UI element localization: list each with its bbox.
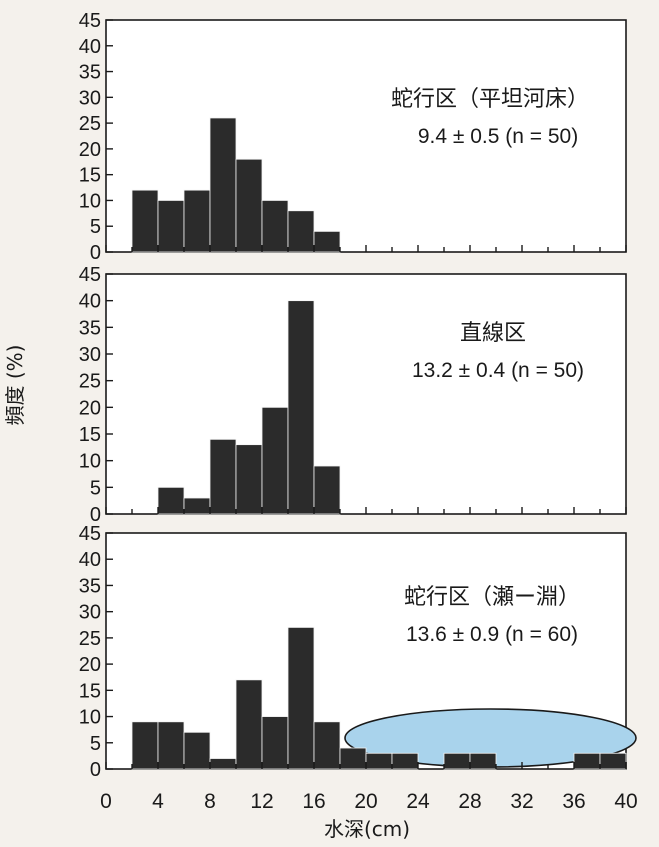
y-tick-label: 35	[79, 575, 101, 597]
bar	[209, 758, 237, 770]
bar	[131, 721, 159, 770]
y-tick-label: 25	[79, 628, 101, 650]
bar	[235, 444, 263, 515]
y-tick-label: 35	[79, 317, 101, 339]
x-tick-label: 12	[250, 790, 273, 813]
y-tick-label: 30	[79, 344, 101, 366]
panel-stat: 9.4 ± 0.5 (n = 50)	[418, 125, 578, 148]
y-tick-label: 20	[79, 397, 101, 419]
bar	[287, 210, 315, 253]
x-tick-label: 16	[302, 790, 325, 813]
panel-title: 蛇行区（平坦河床）	[391, 87, 589, 112]
x-tick-label: 24	[406, 790, 430, 813]
y-tick-label: 0	[90, 242, 101, 264]
y-tick-label: 15	[79, 680, 101, 702]
bar	[443, 752, 471, 770]
y-tick-label: 45	[79, 10, 101, 32]
y-tick-label: 45	[79, 523, 101, 545]
bar	[209, 117, 237, 253]
y-tick-label: 5	[90, 733, 101, 755]
y-tick-label: 0	[90, 759, 101, 781]
bar	[313, 721, 341, 770]
y-tick-label: 40	[79, 36, 101, 58]
histogram-panels: 0 5 10 15 20 25 30 35 40 45 蛇行区（平坦河床） 9.4 ± 0.5 (n …	[79, 10, 637, 781]
x-tick-label: 28	[458, 790, 481, 813]
bar	[599, 752, 627, 770]
bar	[261, 200, 289, 253]
bar	[261, 716, 289, 770]
bar	[313, 230, 341, 253]
y-tick-label: 10	[79, 451, 101, 473]
bar	[183, 497, 211, 515]
bar	[157, 486, 185, 515]
bar	[183, 731, 211, 770]
y-tick-label: 5	[90, 477, 101, 499]
bar	[183, 189, 211, 253]
y-tick-label: 15	[79, 165, 101, 187]
y-tick-label: 10	[79, 190, 101, 212]
bar	[261, 406, 289, 515]
bar	[365, 752, 393, 770]
bar	[469, 752, 497, 770]
bar	[157, 721, 185, 770]
y-tick-label: 15	[79, 424, 101, 446]
y-tick-label: 25	[79, 113, 101, 135]
panel-1: 0 5 10 15 20 25 30 35 40 45 蛇行区（平坦河床） 9.4 ± 0.5 (n …	[79, 10, 627, 264]
y-tick-label: 40	[79, 549, 101, 571]
y-tick-label: 35	[79, 62, 101, 84]
bar	[235, 158, 263, 253]
bar	[313, 465, 341, 515]
panel-stat: 13.2 ± 0.4 (n = 50)	[412, 359, 584, 382]
y-tick-label: 20	[79, 654, 101, 676]
bar	[391, 752, 419, 770]
x-tick-label: 0	[100, 790, 112, 813]
y-tick-label: 5	[90, 216, 101, 238]
x-axis-title: 水深(cm)	[324, 817, 410, 841]
panel-title: 蛇行区（瀬ー淵）	[404, 585, 580, 610]
x-tick-label: 36	[562, 790, 585, 813]
y-axis-title: 頻度 (%)	[3, 345, 27, 426]
panel-2: 0 5 10 15 20 25 30 35 40 45 直線区 13.2 ± 0.4 (n = 50)	[79, 264, 627, 526]
panel-stat: 13.6 ± 0.9 (n = 60)	[406, 623, 578, 646]
x-tick-label: 40	[614, 790, 637, 813]
y-tick-label: 45	[79, 264, 101, 286]
x-tick-label: 32	[510, 790, 533, 813]
bar	[131, 189, 159, 253]
bar	[287, 300, 315, 515]
y-tick-label: 30	[79, 87, 101, 109]
x-tick-label: 20	[354, 790, 377, 813]
y-tick-label: 40	[79, 291, 101, 313]
panel-3: 0 5 10 15 20 25 30 35 40 45 蛇行区（瀬ー淵） 13.6 ± 0.9 (n …	[79, 523, 637, 781]
bar	[157, 200, 185, 253]
bar	[235, 679, 263, 770]
bar	[339, 747, 367, 770]
x-tick-labels: 0 4 8 12 16 20 24 28 32 36 40	[100, 790, 638, 813]
x-tick-label: 8	[204, 790, 216, 813]
y-tick-label: 30	[79, 602, 101, 624]
plot-frame	[105, 273, 627, 515]
y-tick-label: 20	[79, 139, 101, 161]
y-tick-label: 25	[79, 371, 101, 393]
x-tick-label: 4	[152, 790, 164, 813]
y-tick-label: 0	[90, 504, 101, 526]
bar	[287, 627, 315, 770]
y-tick-label: 10	[79, 707, 101, 729]
bar	[573, 752, 601, 770]
panel-title: 直線区	[460, 321, 526, 346]
bar	[209, 438, 237, 515]
